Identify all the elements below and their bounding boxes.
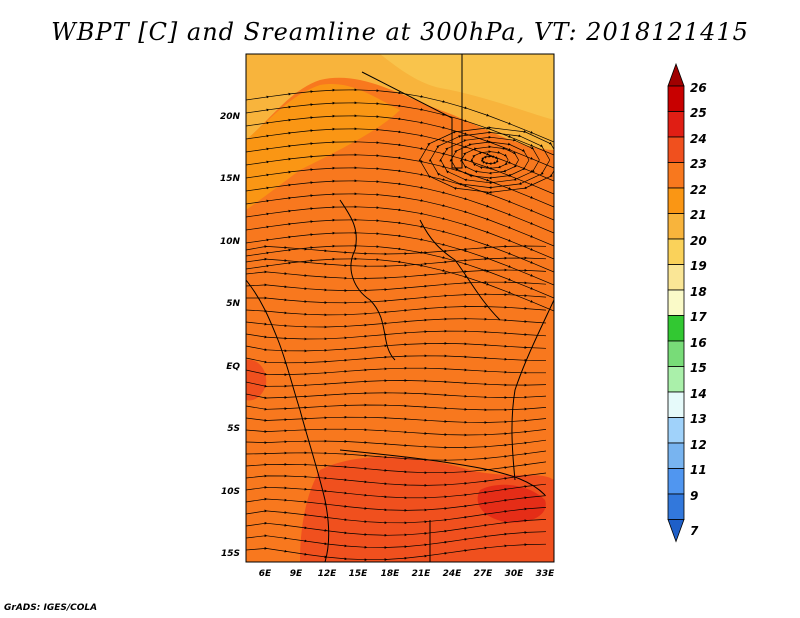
- lon-tick-label: 24E: [443, 569, 463, 579]
- streamlines: [246, 88, 554, 562]
- colorbar-label: 16: [690, 336, 707, 350]
- colorbar-label: 24: [690, 132, 707, 146]
- colorbar-top-arrow: [667, 62, 685, 87]
- streamline: [246, 450, 547, 462]
- lon-tick-label: 30E: [505, 569, 525, 579]
- lon-tick-label: 27E: [474, 569, 494, 579]
- lon-tick-label: 33E: [536, 569, 556, 579]
- central-border-2: [419, 219, 501, 321]
- lat-tick-label: 15S: [221, 549, 240, 559]
- colorbar-label: 17: [690, 310, 707, 324]
- colorbar-swatch: [667, 289, 685, 316]
- lat-tick-label: 5N: [226, 299, 240, 309]
- lat-tick-label: 15N: [220, 174, 241, 184]
- map-plot-area: [245, 53, 555, 563]
- lon-tick-label: 12E: [318, 569, 338, 579]
- colorbar-label: 15: [690, 361, 707, 375]
- colorbar: [667, 62, 685, 543]
- colorbar-swatch: [667, 213, 685, 240]
- streamline: [246, 415, 547, 424]
- streamline: [246, 427, 547, 437]
- colorbar-label: 13: [690, 412, 707, 426]
- streamline: [246, 461, 547, 475]
- streamline: [246, 305, 547, 317]
- colorbar-swatch: [667, 264, 685, 291]
- colorbar-label: 20: [690, 234, 707, 248]
- colorbar-bottom-arrow: [667, 519, 685, 543]
- colorbar-label: 22: [690, 183, 707, 197]
- streamline: [246, 543, 547, 562]
- colorbar-label: 18: [690, 285, 707, 299]
- colorbar-label: 7: [690, 524, 699, 538]
- colorbar-label: 14: [690, 387, 707, 401]
- colorbar-swatch: [667, 238, 685, 265]
- colorbar-swatch: [667, 85, 685, 112]
- lon-tick-label: 9E: [290, 569, 303, 579]
- streamline: [246, 341, 547, 353]
- colorbar-swatch: [667, 468, 685, 495]
- colorbar-label: 26: [690, 81, 707, 95]
- temperature-field-23-west: [246, 359, 267, 401]
- colorbar-labels: 26 25 24 23 22 21 20 19 18 17 16 15 14 1…: [690, 81, 707, 538]
- east-coastline: [511, 299, 554, 481]
- colorbar-label: 9: [690, 489, 698, 503]
- colorbar-label: 23: [690, 157, 707, 171]
- lon-tick-label: 18E: [381, 569, 401, 579]
- lon-tick-label: 15E: [349, 569, 369, 579]
- colorbar-swatch: [667, 136, 685, 163]
- latitude-axis: 20N 15N 10N 5N EQ 5S 10S 15S: [220, 112, 241, 559]
- boundaries: [246, 54, 554, 562]
- colorbar-swatch: [667, 111, 685, 138]
- southern-border: [339, 449, 546, 496]
- plot-frame: [245, 53, 555, 563]
- colorbar-swatch: [667, 315, 685, 342]
- streamline: [246, 257, 554, 312]
- colorbar-swatch: [667, 187, 685, 214]
- west-coastline: [246, 279, 330, 562]
- colorbar-swatch: [667, 340, 685, 367]
- lat-tick-label: 5S: [227, 424, 240, 434]
- credit-text: GrADS: IGES/COLA: [4, 603, 98, 613]
- colorbar-label: 12: [690, 438, 707, 452]
- colorbar-swatch: [667, 442, 685, 469]
- colorbar-swatch: [667, 162, 685, 189]
- streamline: [246, 403, 547, 412]
- lat-tick-label: EQ: [226, 362, 240, 372]
- colorbar-label: 11: [690, 463, 707, 477]
- streamline: [246, 366, 546, 377]
- colorbar-swatch: [667, 391, 685, 418]
- streamline: [246, 354, 547, 365]
- central-border-1: [339, 199, 396, 361]
- streamline: [246, 472, 547, 487]
- colorbar-swatch: [667, 493, 685, 520]
- streamline: [246, 329, 547, 341]
- map-title: WBPT [C] and Sreamline at 300hPa, VT: 20…: [51, 18, 749, 46]
- streamline: [246, 379, 547, 388]
- lon-tick-label: 6E: [259, 569, 272, 579]
- lat-tick-label: 10S: [221, 487, 240, 497]
- streamline: [246, 439, 547, 449]
- lat-tick-label: 10N: [220, 237, 241, 247]
- lat-tick-label: 20N: [220, 112, 241, 122]
- colorbar-label: 25: [690, 106, 707, 120]
- colorbar-swatch: [667, 417, 685, 444]
- streamline: [246, 317, 547, 329]
- northern-borders: [361, 54, 463, 169]
- colorbar-label: 21: [690, 208, 707, 222]
- longitude-axis: 6E 9E 12E 15E 18E 21E 24E 27E 30E 33E: [259, 569, 555, 579]
- streamline-vortex: [418, 126, 554, 194]
- colorbar-swatch: [667, 366, 685, 393]
- colorbar-label: 19: [690, 259, 707, 273]
- lon-tick-label: 21E: [412, 569, 432, 579]
